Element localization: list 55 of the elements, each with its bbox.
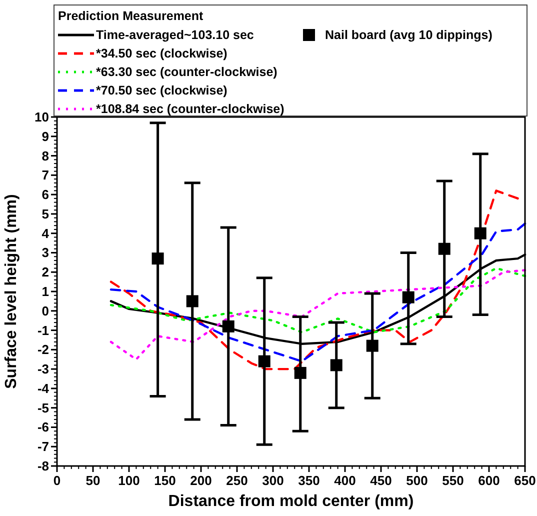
point [186,295,198,308]
y-tick-label: -3 [37,362,49,377]
x-tick-label: 50 [86,473,100,488]
legend-label: *34.50 sec (clockwise) [96,46,228,60]
x-tick-label: 0 [53,473,61,488]
x-tick-label: 100 [118,473,140,488]
x-tick-label: 200 [190,473,212,488]
y-tick-label: 3 [42,245,49,260]
legend-label: Nail board (avg 10 dippings) [325,28,492,42]
x-tick-label: 300 [262,473,284,488]
x-tick-label: 450 [370,473,392,488]
y-tick-label: 0 [42,303,49,318]
y-tick-label: -8 [37,458,49,474]
legend-label: Time-averaged~103.10 sec [96,28,254,42]
legend-label: *108.84 sec (counter-clockwise) [96,102,284,116]
point [438,242,450,255]
legend-label: *70.50 sec (clockwise) [96,84,228,98]
legend-title: Prediction Measurement [58,9,204,23]
legend-label: *63.30 sec (counter-clockwise) [96,65,278,79]
x-tick-label: 650 [514,473,536,488]
y-tick-label: 2 [42,264,49,280]
line-series [110,269,526,360]
x-tick-label: 550 [442,473,464,488]
y-tick-label: -7 [37,439,49,454]
y-axis-title: Surface level height (mm) [3,194,20,389]
point [294,366,306,379]
x-tick-label: 400 [334,473,356,488]
x-tick-label: 350 [298,473,320,488]
y-tick-label: -2 [37,342,49,358]
point [474,227,486,240]
point [258,355,270,368]
line-series [110,222,526,362]
y-tick-label: -4 [37,380,50,396]
point [366,340,378,352]
x-tick-label: 250 [226,473,248,488]
y-tick-label: 4 [42,226,50,241]
y-tick-label: -1 [37,322,49,338]
x-tick-label: 600 [478,473,500,488]
x-tick-label: 150 [154,473,176,488]
point [402,291,414,304]
y-tick-label: -6 [37,420,49,435]
y-tick-label: -5 [37,400,49,416]
point [152,252,164,265]
y-tick-label: 9 [42,128,49,144]
y-tick-label: 6 [42,187,49,202]
y-tick-label: 1 [42,284,49,299]
y-tick-label: 8 [42,148,49,164]
x-tick-label: 500 [406,473,428,488]
x-axis-title: Distance from mold center (mm) [168,493,414,510]
line-series [110,267,526,334]
y-tick-label: 10 [34,110,49,124]
point [222,320,234,332]
y-tick-label: 5 [42,206,49,222]
y-tick-label: 7 [42,168,49,183]
point [330,359,342,372]
